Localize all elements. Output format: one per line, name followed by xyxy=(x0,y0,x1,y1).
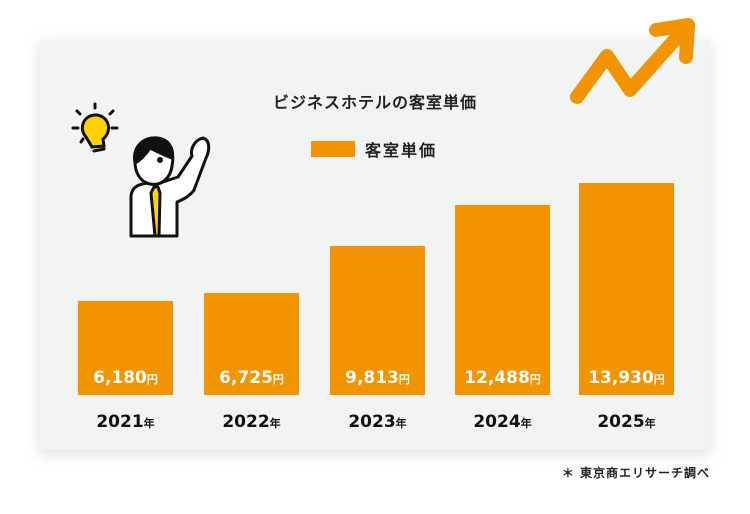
bar-2023 xyxy=(330,245,425,395)
bar-2021 xyxy=(78,300,173,395)
data-label: 12,488円 xyxy=(464,368,541,388)
legend-label: 客室単価 xyxy=(365,141,438,160)
category-label: 2025年 xyxy=(597,412,656,432)
businessman-illustration xyxy=(129,136,211,238)
source-note: ＊ 東京商エリサーチ調べ xyxy=(561,466,710,480)
category-label: 2023年 xyxy=(348,412,407,432)
category-label: 2024年 xyxy=(473,412,532,432)
bar-2024 xyxy=(455,204,550,395)
data-label: 13,930円 xyxy=(588,368,665,388)
category-label: 2022年 xyxy=(222,412,281,432)
legend-swatch xyxy=(311,141,355,157)
data-label: 6,180円 xyxy=(93,368,158,388)
bar-2022 xyxy=(204,292,299,395)
data-label: 6,725円 xyxy=(219,368,284,388)
lightbulb-icon xyxy=(71,102,119,153)
legend: 客室単価 xyxy=(311,137,437,161)
category-label: 2021年 xyxy=(96,412,155,432)
trend-up-arrow-icon xyxy=(570,18,695,104)
data-label: 9,813円 xyxy=(345,368,410,388)
chart-title: ビジネスホテルの客室単価 xyxy=(272,93,477,112)
bar-2025 xyxy=(579,183,674,395)
